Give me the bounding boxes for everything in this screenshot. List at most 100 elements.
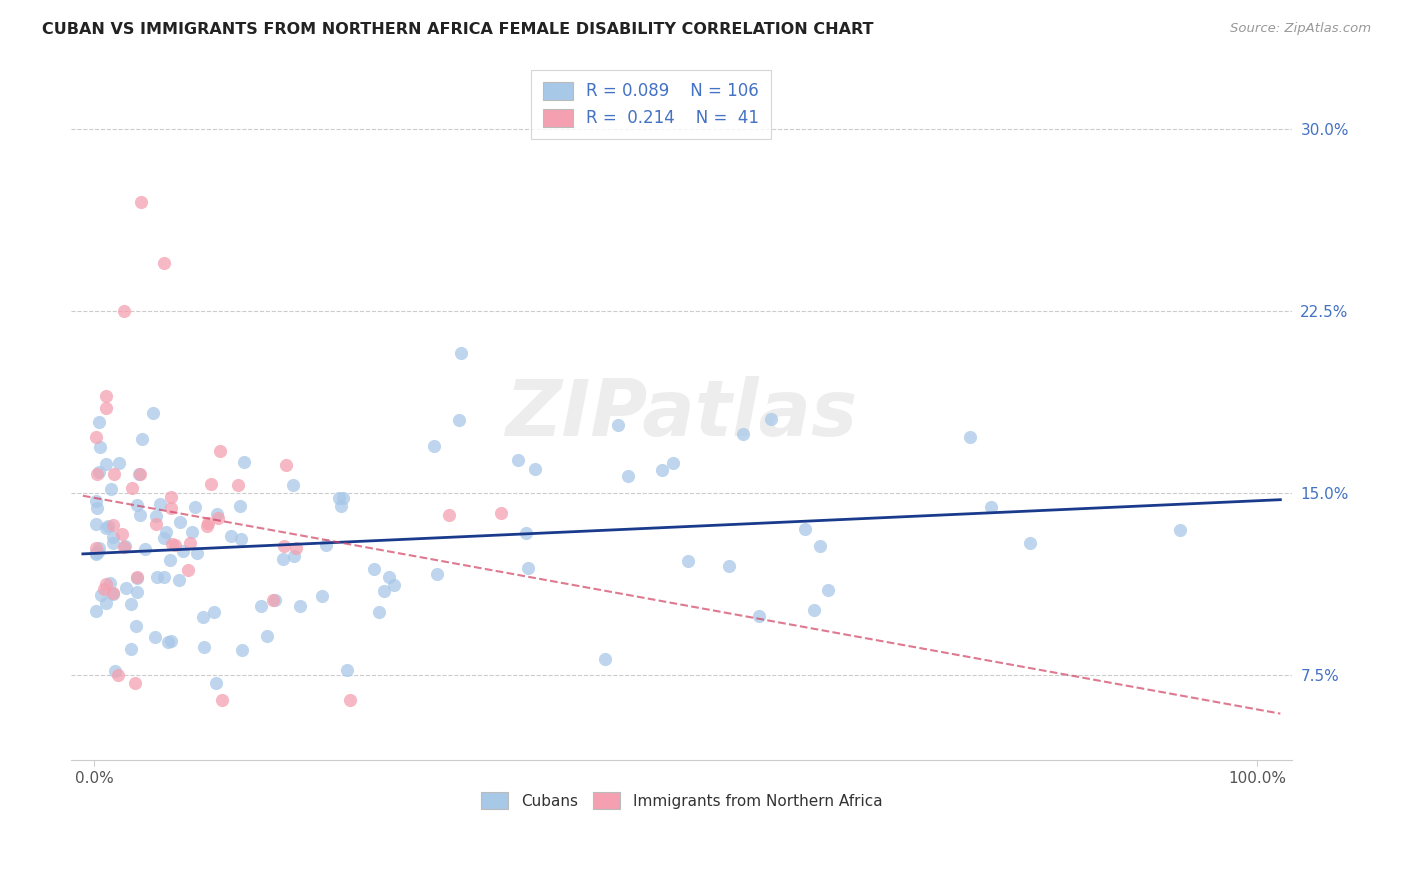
Text: Source: ZipAtlas.com: Source: ZipAtlas.com xyxy=(1230,22,1371,36)
Point xyxy=(120,597,142,611)
Point xyxy=(197,516,219,530)
Point xyxy=(262,592,284,607)
Point xyxy=(94,520,117,534)
Point xyxy=(593,652,616,666)
Point xyxy=(617,469,640,483)
Point xyxy=(160,500,183,515)
Point xyxy=(373,584,395,599)
Point xyxy=(84,546,107,560)
Point xyxy=(288,599,311,614)
Point xyxy=(103,467,125,482)
Point xyxy=(153,256,176,270)
Point xyxy=(195,518,218,533)
Point xyxy=(107,456,129,470)
Point xyxy=(759,411,782,425)
Text: ZIPatlas: ZIPatlas xyxy=(506,376,858,452)
Point xyxy=(160,490,183,504)
Point xyxy=(103,517,125,532)
Point xyxy=(193,640,215,655)
Point xyxy=(606,417,628,432)
Point xyxy=(173,544,195,558)
Point xyxy=(128,467,150,482)
Point xyxy=(94,457,117,471)
Point xyxy=(332,491,354,506)
Point xyxy=(207,511,229,525)
Point xyxy=(284,541,307,556)
Point xyxy=(84,517,107,532)
Point xyxy=(226,478,249,492)
Point xyxy=(112,304,135,318)
Point xyxy=(523,462,546,476)
Point xyxy=(104,664,127,678)
Point xyxy=(84,493,107,508)
Point xyxy=(120,642,142,657)
Point xyxy=(124,675,146,690)
Point xyxy=(211,692,233,706)
Point xyxy=(678,554,700,568)
Point xyxy=(447,413,470,427)
Point xyxy=(131,433,153,447)
Point xyxy=(228,499,250,513)
Point xyxy=(159,553,181,567)
Legend: Cubans, Immigrants from Northern Africa: Cubans, Immigrants from Northern Africa xyxy=(475,786,889,815)
Point xyxy=(204,676,226,690)
Point xyxy=(93,582,115,596)
Point xyxy=(96,576,118,591)
Point xyxy=(121,481,143,495)
Point xyxy=(165,538,187,552)
Point xyxy=(330,500,353,514)
Point xyxy=(127,498,149,512)
Point xyxy=(231,642,253,657)
Point xyxy=(200,477,222,491)
Point xyxy=(128,467,150,481)
Point xyxy=(86,467,108,482)
Point xyxy=(97,519,120,533)
Point xyxy=(202,605,225,619)
Point xyxy=(149,497,172,511)
Point xyxy=(89,440,111,454)
Point xyxy=(127,571,149,585)
Point xyxy=(107,668,129,682)
Point xyxy=(86,545,108,559)
Point xyxy=(176,563,198,577)
Point xyxy=(733,427,755,442)
Point xyxy=(437,508,460,522)
Point xyxy=(651,463,673,477)
Point xyxy=(169,515,191,529)
Point xyxy=(426,567,449,582)
Point xyxy=(129,194,152,209)
Point xyxy=(115,581,138,595)
Point xyxy=(94,389,117,403)
Point xyxy=(209,443,232,458)
Point xyxy=(181,525,204,540)
Point xyxy=(179,536,201,550)
Point xyxy=(382,578,405,592)
Point xyxy=(793,522,815,536)
Point xyxy=(84,604,107,618)
Point xyxy=(363,562,385,576)
Point xyxy=(145,508,167,523)
Point xyxy=(183,500,205,515)
Point xyxy=(491,506,513,520)
Point xyxy=(100,482,122,496)
Point xyxy=(1019,536,1042,550)
Point xyxy=(315,538,337,552)
Point xyxy=(84,430,107,444)
Point xyxy=(339,692,361,706)
Point xyxy=(155,525,177,540)
Point xyxy=(84,547,107,561)
Point xyxy=(517,561,540,575)
Point xyxy=(233,454,256,468)
Point xyxy=(273,539,295,553)
Point xyxy=(87,465,110,479)
Point xyxy=(98,575,121,590)
Point xyxy=(264,593,287,607)
Point xyxy=(167,573,190,587)
Point xyxy=(156,635,179,649)
Point xyxy=(128,508,150,522)
Point xyxy=(281,478,304,492)
Point xyxy=(229,532,252,546)
Point xyxy=(193,609,215,624)
Point xyxy=(89,415,111,429)
Point xyxy=(125,584,148,599)
